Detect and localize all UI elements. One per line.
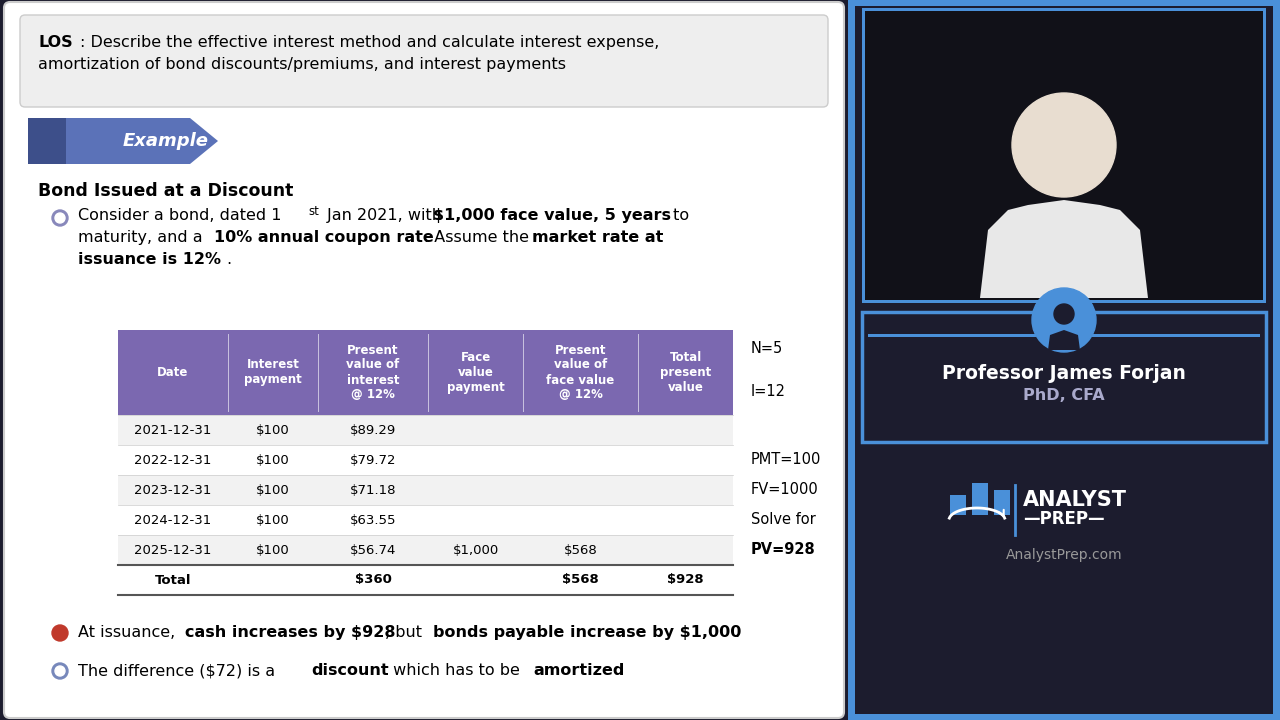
Text: ANALYST: ANALYST [1023,490,1126,510]
Text: $79.72: $79.72 [349,454,397,467]
Text: Solve for: Solve for [751,513,815,528]
Text: maturity, and a: maturity, and a [78,230,207,245]
Text: Example: Example [123,132,209,150]
Text: PV=928: PV=928 [751,542,815,557]
Text: —PREP—: —PREP— [1023,510,1105,528]
Circle shape [1012,93,1116,197]
Bar [865,11,1263,300]
Text: 2023-12-31: 2023-12-31 [134,484,211,497]
Text: Total
present
value: Total present value [660,351,712,394]
Text: Date: Date [157,366,188,379]
Polygon shape [28,118,218,164]
Text: N=5: N=5 [751,341,783,356]
Text: $100: $100 [256,423,289,436]
Text: Professor James Forjan: Professor James Forjan [942,364,1187,383]
Text: Present
value of
interest
@ 12%: Present value of interest @ 12% [347,343,399,402]
Bar [849,0,855,720]
Circle shape [52,663,68,679]
Text: Face
value
payment: Face value payment [447,351,504,394]
Text: which has to be: which has to be [388,663,525,678]
FancyBboxPatch shape [849,0,1280,720]
Text: Bond Issued at a Discount: Bond Issued at a Discount [38,182,293,200]
Bar [1092,334,1260,337]
Circle shape [55,629,64,637]
Bar [118,565,733,595]
Circle shape [1053,304,1074,324]
Bar [972,483,988,515]
Text: 10% annual coupon rate: 10% annual coupon rate [214,230,434,245]
Text: $1,000 face value, 5 years: $1,000 face value, 5 years [433,208,671,223]
Bar [118,505,733,535]
Text: $100: $100 [256,544,289,557]
Circle shape [52,625,68,641]
Text: $89.29: $89.29 [349,423,396,436]
Bar [950,495,966,515]
Bar [118,330,733,415]
Text: $100: $100 [256,513,289,526]
Bar [118,535,733,565]
Text: 2025-12-31: 2025-12-31 [134,544,211,557]
Text: AnalystPrep.com: AnalystPrep.com [1006,548,1123,562]
Text: : Describe the effective interest method and calculate interest expense,: : Describe the effective interest method… [79,35,659,50]
Text: 2021-12-31: 2021-12-31 [134,423,211,436]
Text: .: . [733,625,739,640]
Text: $100: $100 [256,454,289,467]
Text: At issuance,: At issuance, [78,625,180,640]
Text: cash increases by $928: cash increases by $928 [186,625,396,640]
Bar [118,415,733,445]
Circle shape [55,213,65,223]
Text: issuance is 12%: issuance is 12% [78,252,221,267]
Text: Interest
payment: Interest payment [244,359,302,387]
Bar [868,334,1036,337]
Text: 2024-12-31: 2024-12-31 [134,513,211,526]
Text: .: . [618,663,623,678]
Bar [118,475,733,505]
Bar [118,445,733,475]
FancyBboxPatch shape [4,2,844,718]
Text: $1,000: $1,000 [452,544,499,557]
Polygon shape [28,118,67,164]
Text: PMT=100: PMT=100 [751,452,822,467]
Text: market rate at: market rate at [532,230,663,245]
Text: amortized: amortized [532,663,625,678]
Text: The difference ($72) is a: The difference ($72) is a [78,663,280,678]
Bar [995,490,1010,515]
Text: $100: $100 [256,484,289,497]
Bar [1274,0,1280,720]
Text: Present
value of
face value
@ 12%: Present value of face value @ 12% [547,343,614,402]
Text: $71.18: $71.18 [349,484,397,497]
Text: LOS: LOS [38,35,73,50]
Text: $928: $928 [667,574,704,587]
Text: $360: $360 [355,574,392,587]
Bar [849,714,1280,720]
Text: I=12: I=12 [751,384,786,399]
Text: discount: discount [311,663,389,678]
Bar [861,8,1266,303]
Text: Jan 2021, with: Jan 2021, with [323,208,447,223]
Bar [849,0,1280,6]
Circle shape [52,210,68,226]
Text: st: st [308,205,319,218]
Polygon shape [1048,330,1080,350]
Text: PhD, CFA: PhD, CFA [1023,388,1105,403]
Text: FV=1000: FV=1000 [751,482,819,498]
Text: amortization of bond discounts/premiums, and interest payments: amortization of bond discounts/premiums,… [38,57,566,72]
Text: Total: Total [155,574,191,587]
Bar [861,312,1266,442]
Polygon shape [980,200,1148,298]
Text: $568: $568 [563,544,598,557]
Text: $56.74: $56.74 [349,544,397,557]
Text: $568: $568 [562,574,599,587]
Circle shape [1032,288,1096,352]
Text: to: to [668,208,689,223]
Text: . Assume the: . Assume the [424,230,534,245]
Text: , but: , but [385,625,428,640]
Text: $63.55: $63.55 [349,513,397,526]
Text: bonds payable increase by $1,000: bonds payable increase by $1,000 [433,625,741,640]
Text: 2022-12-31: 2022-12-31 [134,454,211,467]
FancyBboxPatch shape [20,15,828,107]
Text: Consider a bond, dated 1: Consider a bond, dated 1 [78,208,282,223]
Circle shape [55,666,65,676]
Text: .: . [227,252,232,267]
